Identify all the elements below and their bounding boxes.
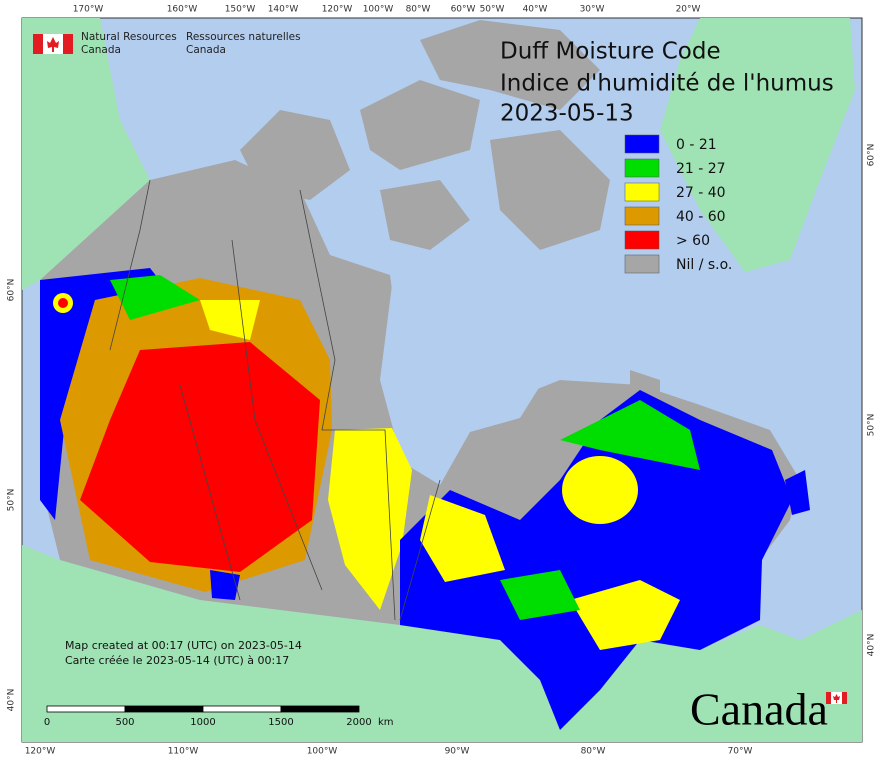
island <box>420 20 600 110</box>
graticule-label: 50°N <box>7 489 17 512</box>
graticule-label: 80°W <box>581 747 606 757</box>
graticule-label: 120°W <box>322 5 353 15</box>
legend-label: 21 - 27 <box>676 161 726 177</box>
region-class-1 <box>210 570 240 600</box>
legend-swatch <box>624 158 660 178</box>
region-class-1 <box>785 470 810 515</box>
map-title: Duff Moisture Code <box>500 39 721 65</box>
map-title: Indice d'humidité de l'humus <box>500 71 834 97</box>
agency-en: Canada <box>81 44 121 56</box>
region-class-2 <box>560 400 700 470</box>
agency-en: Natural Resources <box>81 31 177 43</box>
arctic-islands <box>240 20 660 400</box>
greenland <box>660 18 855 272</box>
agency-fr: Canada <box>186 44 226 56</box>
agency-flag <box>33 34 73 54</box>
region-class-2 <box>500 570 580 620</box>
scale-label: 1500 <box>268 717 293 728</box>
region-class-5 <box>58 298 68 308</box>
wordmark-flag <box>826 692 847 704</box>
graticule-label: 100°W <box>363 5 394 15</box>
region-class-3 <box>420 495 505 582</box>
map-date: 2023-05-13 <box>500 101 634 127</box>
legend-swatch <box>624 134 660 154</box>
legend-label: 40 - 60 <box>676 209 726 225</box>
legend-swatch <box>624 206 660 226</box>
legend-label: > 60 <box>676 233 710 249</box>
graticule-label: 100°W <box>307 747 338 757</box>
region-class-3 <box>570 580 680 650</box>
graticule-label: 160°W <box>167 5 198 15</box>
graticule-label: 150°W <box>225 5 256 15</box>
canada-wordmark: Canada <box>690 684 828 735</box>
graticule-label: 80°W <box>406 5 431 15</box>
island <box>490 130 610 250</box>
credit: Carte créée le 2023-05-14 (UTC) à 00:17 <box>65 654 289 667</box>
credit: Map created at 00:17 (UTC) on 2023-05-14 <box>65 639 302 652</box>
province-borders <box>109 179 441 621</box>
region-class-1 <box>40 268 175 520</box>
legend-label: Nil / s.o. <box>676 257 732 273</box>
scale-label: 2000 <box>346 717 371 728</box>
graticule-label: 90°W <box>445 747 470 757</box>
scale-bar <box>46 705 360 713</box>
region-class-3 <box>562 456 638 524</box>
graticule-label: 40°W <box>523 5 548 15</box>
graticule-label: 60°N <box>7 279 17 302</box>
region-class-3 <box>328 428 412 610</box>
region-class-2 <box>110 275 200 320</box>
hudson-bay <box>380 285 545 485</box>
legend-swatch <box>624 182 660 202</box>
graticule-label: 70°W <box>728 747 753 757</box>
generated: 0 - 21 21 - 27 27 - 40 40 - 60 > 60 Nil / s.o… <box>7 5 877 757</box>
region-class-3 <box>200 300 260 340</box>
united-states <box>22 545 862 742</box>
graticule-label: 50°N <box>867 414 877 437</box>
legend-swatch <box>624 230 660 250</box>
island <box>380 180 470 250</box>
graticule-label: 60°W <box>451 5 476 15</box>
agency-fr: Ressources naturelles <box>186 31 301 43</box>
scale-label: 1000 <box>190 717 215 728</box>
legend-label: 0 - 21 <box>676 137 717 153</box>
graticule-label: 20°W <box>676 5 701 15</box>
region-class-1 <box>400 390 792 730</box>
graticule-label: 30°W <box>580 5 605 15</box>
graticule-label: 110°W <box>168 747 199 757</box>
graticule-label: 60°N <box>867 144 877 167</box>
scale-label: 500 <box>115 717 134 728</box>
alaska <box>22 18 150 290</box>
legend-label: 27 - 40 <box>676 185 726 201</box>
scale-unit: km <box>378 717 394 728</box>
graticule-label: 40°N <box>867 634 877 657</box>
graticule-label: 50°W <box>480 5 505 15</box>
graticule-label: 120°W <box>25 747 56 757</box>
island <box>360 80 480 170</box>
scale-label: 0 <box>44 717 50 728</box>
graticule-label: 140°W <box>268 5 299 15</box>
legend-swatch <box>624 254 660 274</box>
graticule-label: 170°W <box>73 5 104 15</box>
graticule-label: 40°N <box>7 689 17 712</box>
